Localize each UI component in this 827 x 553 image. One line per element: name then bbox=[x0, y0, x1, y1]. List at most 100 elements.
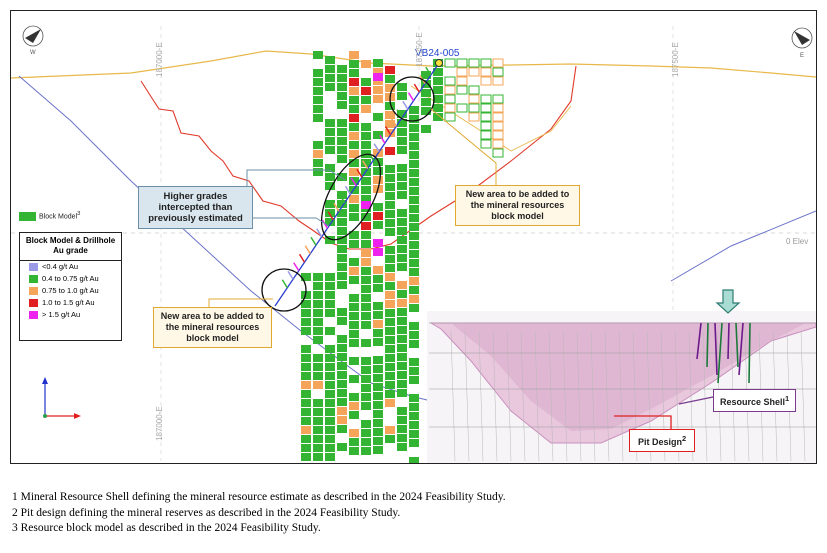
block-model-cell bbox=[409, 178, 419, 186]
block-model-cell bbox=[337, 146, 347, 154]
block-model-cell bbox=[409, 376, 419, 384]
block-model-cell bbox=[301, 273, 311, 281]
block-model-cell bbox=[397, 434, 407, 442]
block-model-cell bbox=[385, 426, 395, 434]
block-model-cell bbox=[421, 89, 431, 97]
block-model-cell bbox=[385, 84, 395, 92]
block-model-cell bbox=[397, 353, 407, 361]
block-model-cell bbox=[444, 94, 456, 104]
assay-tick bbox=[413, 83, 420, 93]
block-model-cell bbox=[373, 266, 383, 274]
block-model-cell bbox=[313, 78, 323, 86]
footnote: 1 Mineral Resource Shell defining the mi… bbox=[12, 491, 506, 503]
block-model-cell bbox=[456, 103, 468, 113]
block-model-cell bbox=[492, 130, 504, 140]
block-model-cell bbox=[421, 71, 431, 79]
block-model-cell bbox=[373, 356, 383, 364]
assay-tick bbox=[281, 279, 288, 289]
block-model-cell bbox=[373, 311, 383, 319]
block-model-cell bbox=[361, 357, 371, 365]
block-model-cell bbox=[385, 363, 395, 371]
assay-tick bbox=[407, 92, 415, 102]
inset-drillhole bbox=[738, 322, 744, 376]
block-model-cell bbox=[337, 137, 347, 145]
block-model-cell bbox=[492, 112, 504, 122]
block-model-cell bbox=[385, 219, 395, 227]
block-model-cell bbox=[325, 291, 335, 299]
block-model-cell-high-grade bbox=[373, 248, 383, 256]
block-model-cell bbox=[325, 327, 335, 335]
block-model-cell bbox=[325, 363, 335, 371]
block-model-cell bbox=[385, 390, 395, 398]
block-model-cell bbox=[361, 339, 371, 347]
block-model-cell bbox=[349, 339, 359, 347]
block-model-cell bbox=[301, 363, 311, 371]
block-model-cell bbox=[409, 286, 419, 294]
block-model-cell bbox=[337, 218, 347, 226]
block-model-cell bbox=[337, 398, 347, 406]
inset-gridline bbox=[548, 330, 554, 462]
block-model-cell bbox=[409, 367, 419, 375]
block-model-cell bbox=[325, 128, 335, 136]
axis-triad-icon bbox=[42, 377, 81, 419]
block-model-cell bbox=[301, 435, 311, 443]
inset-drillhole bbox=[727, 322, 730, 360]
block-model-cell bbox=[421, 98, 431, 106]
assay-tick bbox=[379, 134, 386, 144]
block-model-cell bbox=[337, 362, 347, 370]
block-model-cell bbox=[337, 281, 347, 289]
block-model-cell bbox=[385, 345, 395, 353]
easting-label: 187000-E bbox=[155, 406, 164, 441]
block-model-cell bbox=[325, 354, 335, 362]
block-model-cell bbox=[313, 159, 323, 167]
block-model-cell bbox=[409, 160, 419, 168]
block-model-cell bbox=[373, 167, 383, 175]
assay-tick bbox=[384, 126, 392, 136]
block-model-cell bbox=[385, 282, 395, 290]
block-model-cell bbox=[337, 92, 347, 100]
block-model-cell bbox=[385, 246, 395, 254]
block-model-cell bbox=[325, 83, 335, 91]
block-model-cell bbox=[373, 158, 383, 166]
block-model-cell bbox=[337, 200, 347, 208]
block-model-cell bbox=[349, 411, 359, 419]
inset-drillhole bbox=[735, 322, 739, 368]
legend-item: 1.0 to 1.5 g/t Au bbox=[20, 297, 121, 309]
block-model-cell bbox=[397, 263, 407, 271]
block-model-cell bbox=[361, 60, 371, 68]
block-model-cell bbox=[409, 268, 419, 276]
callout-higher-grades: Higher grades intercepted than previousl… bbox=[138, 186, 253, 229]
block-model-cell bbox=[409, 394, 419, 402]
block-model-cell bbox=[325, 435, 335, 443]
block-model-cell bbox=[349, 168, 359, 176]
block-model-cell bbox=[325, 345, 335, 353]
block-model-cell bbox=[397, 380, 407, 388]
assay-tick bbox=[367, 151, 375, 161]
block-model-cell bbox=[313, 300, 323, 308]
block-model-cell bbox=[337, 407, 347, 415]
block-model-cell bbox=[301, 372, 311, 380]
inset-gridline bbox=[800, 330, 806, 462]
resource-shell-label: Resource Shell bbox=[720, 397, 786, 407]
block-model-cell bbox=[325, 209, 335, 217]
block-model-cell bbox=[301, 399, 311, 407]
block-model-cell bbox=[361, 159, 371, 167]
block-model-cell bbox=[409, 241, 419, 249]
inset-arrow-icon bbox=[715, 289, 741, 314]
block-model-cell bbox=[313, 399, 323, 407]
block-model-cell bbox=[373, 95, 383, 103]
easting-label: 187250-E bbox=[415, 32, 424, 67]
block-model-cell bbox=[397, 254, 407, 262]
block-model-cell bbox=[301, 318, 311, 326]
block-model-cell bbox=[337, 416, 347, 424]
block-model-cell bbox=[325, 56, 335, 64]
block-model-cell bbox=[361, 231, 371, 239]
legend-swatch bbox=[29, 263, 38, 272]
block-model-cell bbox=[373, 419, 383, 427]
block-model-cell bbox=[361, 141, 371, 149]
inset-drillhole bbox=[748, 322, 751, 384]
block-model-cell bbox=[349, 159, 359, 167]
block-model-cell bbox=[444, 103, 456, 113]
block-model-cell bbox=[385, 111, 395, 119]
block-model-cell bbox=[313, 87, 323, 95]
